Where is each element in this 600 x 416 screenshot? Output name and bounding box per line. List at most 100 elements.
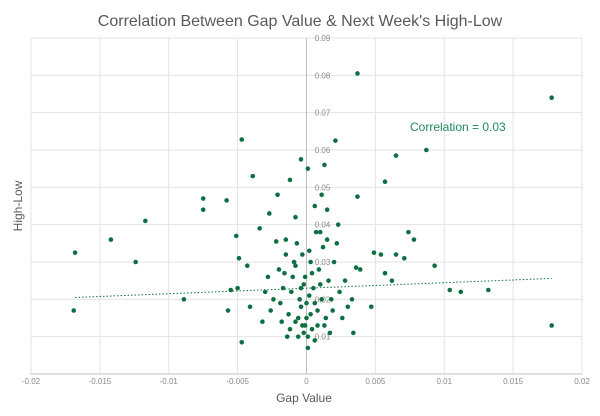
- data-point: [302, 323, 308, 328]
- data-point: [309, 270, 315, 276]
- data-point: [279, 319, 285, 325]
- data-point: [351, 330, 356, 336]
- y-tick-label: 0.01: [315, 333, 331, 342]
- data-point: [278, 300, 283, 306]
- data-point: [353, 265, 359, 270]
- data-point: [319, 297, 324, 302]
- data-point: [304, 315, 309, 321]
- data-point: [319, 192, 324, 198]
- data-points: [71, 71, 554, 351]
- y-axis-label: High-Low: [11, 180, 25, 231]
- data-point: [267, 211, 272, 216]
- data-point: [287, 326, 293, 332]
- data-point: [225, 308, 231, 313]
- correlation-annotation: Correlation = 0.03: [410, 120, 506, 134]
- data-point: [283, 237, 289, 242]
- data-point: [411, 237, 417, 242]
- data-point: [368, 304, 374, 310]
- x-tick-label: 0.005: [365, 377, 386, 386]
- data-point: [284, 334, 290, 339]
- data-point: [235, 285, 240, 291]
- y-tick-label: 0.05: [315, 183, 331, 192]
- data-point: [549, 95, 554, 101]
- data-point: [291, 259, 297, 265]
- data-point: [301, 330, 307, 336]
- y-tick-labels: 0.010.020.030.040.050.060.070.080.09: [315, 34, 331, 342]
- data-point: [308, 259, 313, 265]
- data-point: [327, 330, 333, 336]
- data-point: [304, 300, 309, 306]
- data-point: [260, 319, 265, 325]
- data-point: [297, 297, 302, 302]
- data-point: [342, 278, 348, 283]
- x-tick-label: -0.01: [160, 377, 179, 386]
- data-point: [315, 323, 320, 328]
- data-point: [311, 285, 316, 291]
- data-point: [333, 138, 338, 143]
- data-point: [393, 252, 399, 257]
- data-point: [133, 259, 138, 265]
- chart-title: Correlation Between Gap Value & Next Wee…: [98, 13, 503, 30]
- data-point: [200, 207, 206, 213]
- data-point: [262, 289, 268, 295]
- data-point: [143, 218, 148, 224]
- data-point: [378, 252, 384, 257]
- data-point: [308, 311, 313, 317]
- x-tick-label: 0.02: [574, 377, 590, 386]
- data-point: [371, 250, 377, 255]
- y-tick-label: 0.04: [315, 221, 331, 230]
- data-point: [357, 267, 363, 272]
- data-point: [300, 252, 305, 257]
- data-point: [265, 274, 271, 280]
- data-point: [432, 263, 437, 269]
- data-point: [239, 137, 245, 142]
- data-point: [108, 237, 114, 242]
- data-point: [280, 285, 286, 291]
- data-point: [337, 289, 342, 295]
- data-point: [290, 274, 296, 280]
- data-point: [322, 323, 327, 328]
- data-point: [326, 278, 331, 283]
- data-point: [335, 222, 341, 227]
- data-point: [315, 308, 320, 313]
- data-point: [289, 289, 294, 295]
- data-point: [181, 297, 187, 302]
- data-point: [316, 267, 322, 272]
- data-point: [239, 339, 245, 345]
- data-point: [324, 207, 330, 213]
- data-point: [393, 153, 399, 158]
- y-tick-label: 0.07: [315, 109, 331, 118]
- data-point: [334, 241, 340, 246]
- data-point: [273, 239, 279, 244]
- data-point: [312, 338, 318, 343]
- data-point: [322, 162, 327, 168]
- data-point: [406, 229, 411, 235]
- data-point: [312, 203, 318, 209]
- data-point: [306, 293, 312, 298]
- data-point: [233, 233, 239, 239]
- data-point: [313, 229, 319, 235]
- y-tick-label: 0.06: [315, 146, 331, 155]
- data-point: [345, 304, 351, 310]
- data-point: [268, 308, 273, 313]
- data-point: [275, 192, 280, 198]
- data-point: [247, 304, 253, 310]
- data-point: [330, 308, 335, 313]
- y-tick-label: 0.09: [315, 34, 331, 43]
- data-point: [298, 157, 304, 162]
- data-point: [317, 282, 323, 287]
- data-point: [340, 315, 345, 321]
- data-point: [244, 263, 250, 269]
- data-point: [294, 241, 300, 246]
- data-point: [228, 287, 234, 293]
- data-point: [257, 226, 262, 231]
- data-point: [71, 308, 77, 313]
- x-tick-label: 0.015: [503, 377, 524, 386]
- data-point: [298, 304, 304, 310]
- data-point: [250, 173, 256, 179]
- data-point: [283, 252, 289, 257]
- data-point: [295, 315, 301, 321]
- data-point: [305, 334, 311, 339]
- data-point: [389, 278, 395, 283]
- x-tick-label: 0.01: [436, 377, 452, 386]
